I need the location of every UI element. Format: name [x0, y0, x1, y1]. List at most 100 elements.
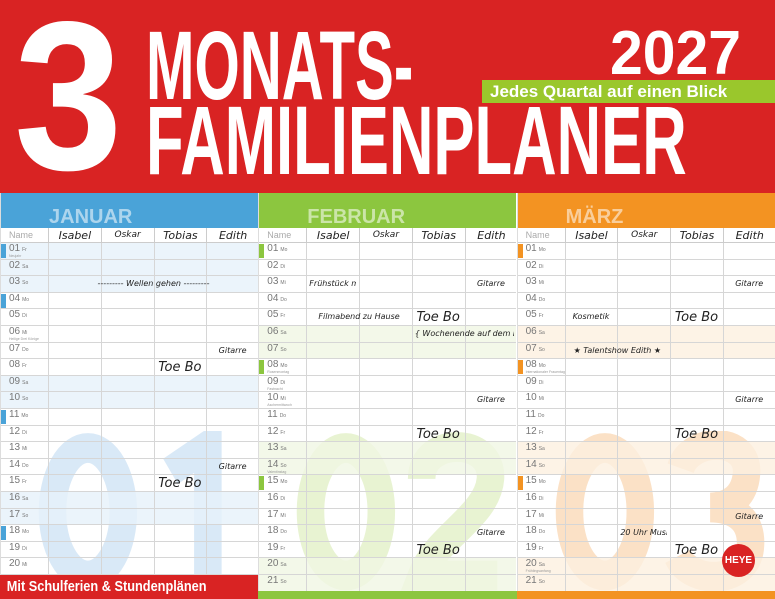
day-row[interactable]: 16 Di — [517, 492, 775, 509]
person-column-header[interactable]: Edith — [722, 228, 775, 242]
day-row[interactable]: 08 Mo Rosenmontag — [259, 359, 517, 376]
day-row[interactable]: 15 Fr — [1, 475, 258, 492]
day-row[interactable]: 04 Do — [259, 292, 517, 310]
day-row[interactable]: 01 Mo — [259, 243, 517, 260]
calendar-entry[interactable]: Gitarre — [476, 396, 505, 405]
day-number: 15 Fr — [9, 475, 27, 487]
calendar-entry[interactable]: Frühstück mit Tina — [309, 280, 356, 289]
day-row[interactable]: 05 Fr — [517, 309, 775, 326]
calendar-entry[interactable]: Toe Bo — [158, 477, 202, 491]
day-row[interactable]: 14 So Valentinstag — [259, 458, 517, 476]
day-row[interactable]: 06 Sa — [517, 326, 775, 343]
day-row[interactable]: 11 Do — [259, 409, 517, 426]
day-row[interactable]: 02 Di — [517, 259, 775, 277]
day-row[interactable]: 03 Mi — [259, 276, 517, 293]
day-row[interactable]: 21 So — [259, 575, 517, 592]
day-row[interactable]: 19 Di — [1, 541, 258, 559]
day-row[interactable]: 07 So — [259, 342, 517, 360]
day-row[interactable]: 15 Mo — [517, 475, 775, 492]
calendar-entry[interactable]: Toe Bo — [416, 311, 460, 325]
calendar-entry[interactable]: Gitarre — [218, 462, 247, 471]
day-row[interactable]: 06 Mi Heilige Drei Könige — [1, 326, 258, 343]
calendar-entry[interactable]: Toe Bo — [158, 361, 202, 375]
day-row[interactable]: 09 Sa — [1, 375, 258, 393]
day-row[interactable]: 09 Di — [517, 375, 775, 393]
person-column-header[interactable]: Tobias — [153, 228, 207, 242]
day-number: 13 Sa — [525, 442, 545, 454]
day-row[interactable]: 10 Mi Aschermittwoch — [259, 392, 517, 409]
calendar-entry[interactable]: --------- Wellen gehen --------- — [97, 280, 210, 289]
day-row[interactable]: 11 Mo — [1, 409, 258, 426]
day-row[interactable]: 04 Do — [517, 292, 775, 310]
weekday: Mi — [22, 330, 28, 336]
person-column-header[interactable]: Isabel — [564, 228, 618, 242]
day-row[interactable]: 05 Fr — [259, 309, 517, 326]
day-row[interactable]: 20 Sa — [259, 558, 517, 575]
day-row[interactable]: 07 Do — [1, 342, 258, 360]
calendar-entry[interactable]: Filmabend zu Hause — [318, 313, 400, 322]
day-row[interactable]: 10 Mi — [517, 392, 775, 409]
day-row[interactable]: 19 Fr — [259, 541, 517, 559]
day-row[interactable]: 02 Di — [259, 259, 517, 277]
day-row[interactable]: 18 Mo — [1, 525, 258, 542]
day-row[interactable]: 13 Mi — [1, 442, 258, 459]
day-row[interactable]: 17 Mi — [517, 508, 775, 526]
day-row[interactable]: 08 Mo Internationaler Frauentag — [517, 359, 775, 376]
day-row[interactable]: 12 Fr — [517, 425, 775, 443]
day-row[interactable]: 17 Mi — [259, 508, 517, 526]
person-column-header[interactable]: Isabel — [306, 228, 359, 242]
person-column-header[interactable]: Edith — [206, 228, 258, 242]
day-row[interactable]: 20 Mi — [1, 558, 258, 575]
day-row[interactable]: 16 Sa — [1, 492, 258, 509]
day-row[interactable]: 18 Do — [259, 525, 517, 542]
calendar-entry[interactable]: Gitarre — [735, 512, 764, 521]
calendar-entry[interactable]: { Wochenende auf dem Bauernhof ☼ — [414, 330, 515, 338]
day-row[interactable]: 09 Di Fastnacht — [259, 375, 517, 393]
day-row[interactable]: 07 So — [517, 342, 775, 360]
person-column-header[interactable]: Edith — [464, 228, 517, 242]
day-row[interactable]: 14 Do — [1, 458, 258, 476]
day-row[interactable]: 01 Fr Neujahr — [1, 243, 258, 260]
person-column-header[interactable]: Tobias — [670, 228, 723, 242]
day-row[interactable]: 01 Mo — [517, 243, 775, 260]
cover-title-line1: MONATS- — [146, 11, 414, 120]
day-row[interactable]: 03 So — [1, 276, 258, 293]
calendar-entry[interactable]: Toe Bo — [674, 543, 719, 557]
day-row[interactable]: 05 Di — [1, 309, 258, 326]
day-row[interactable]: 08 Fr — [1, 359, 258, 376]
calendar-entry[interactable]: Kosmetik — [572, 313, 610, 322]
calendar-entry[interactable]: Toe Bo — [416, 543, 460, 557]
day-row[interactable]: 04 Mo — [1, 292, 258, 310]
day-row[interactable]: 15 Mo — [259, 475, 517, 492]
day-row[interactable]: 14 So — [517, 458, 775, 476]
calendar-entry[interactable]: 20 Uhr Musikschule — [620, 529, 667, 538]
calendar-entry[interactable]: ★ Talentshow Edith ★ — [573, 346, 662, 355]
person-column-header[interactable]: Oskar — [617, 228, 670, 242]
day-row[interactable]: 12 Fr — [259, 425, 517, 443]
day-row[interactable]: 19 Fr — [517, 541, 775, 559]
day-row[interactable]: 02 Sa — [1, 259, 258, 277]
calendar-entry[interactable]: Gitarre — [476, 280, 505, 289]
calendar-entry[interactable]: Gitarre — [735, 396, 764, 405]
day-row[interactable]: 12 Di — [1, 425, 258, 443]
day-row[interactable]: 16 Di — [259, 492, 517, 509]
day-row[interactable]: 06 Sa — [259, 326, 517, 343]
person-column-header[interactable]: Tobias — [411, 228, 465, 242]
calendar-entry[interactable]: Gitarre — [218, 346, 247, 355]
calendar-entry[interactable]: Gitarre — [735, 280, 764, 289]
calendar-entry[interactable]: Toe Bo — [674, 427, 719, 441]
person-column-header[interactable]: Oskar — [359, 228, 412, 242]
day-row[interactable]: 10 So — [1, 392, 258, 409]
day-row[interactable]: 17 So — [1, 508, 258, 526]
person-column-header[interactable]: Isabel — [48, 228, 101, 242]
calendar-entry[interactable]: Toe Bo — [416, 427, 460, 441]
person-column-header[interactable]: Oskar — [100, 228, 154, 242]
day-row[interactable]: 13 Sa — [517, 442, 775, 459]
day-row[interactable]: 03 Mi — [517, 276, 775, 293]
calendar-entry[interactable]: Toe Bo — [674, 311, 719, 325]
day-row[interactable]: 21 So — [517, 575, 775, 592]
day-row[interactable]: 11 Do — [517, 409, 775, 426]
day-row[interactable]: 13 Sa — [259, 442, 517, 459]
calendar-entry[interactable]: Gitarre — [476, 529, 505, 538]
day-row[interactable]: 18 Do — [517, 525, 775, 542]
